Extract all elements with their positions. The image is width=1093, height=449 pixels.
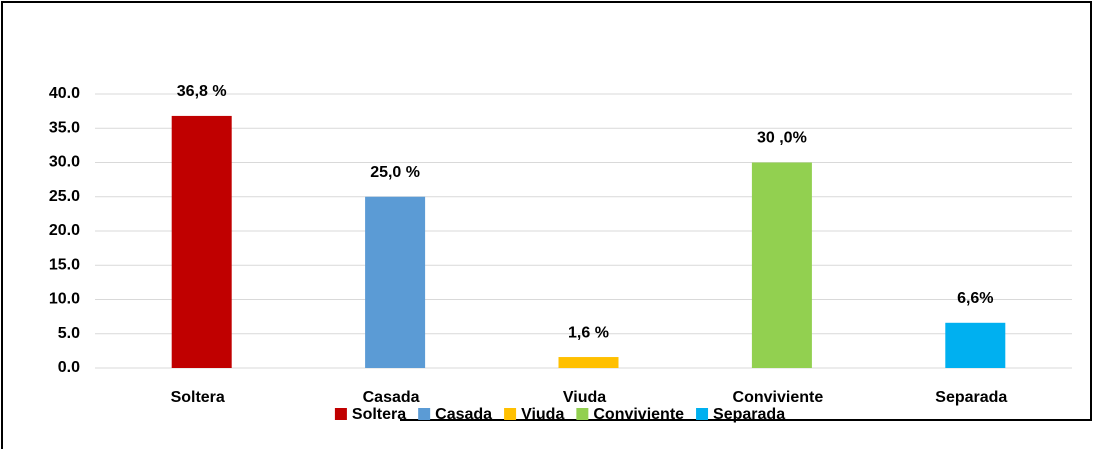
y-tick-label: 5.0 [58, 325, 80, 342]
bar [945, 322, 1006, 368]
y-tick-label: 20.0 [49, 222, 80, 239]
y-tick-label: 15.0 [49, 256, 80, 273]
x-tick-label: Casada [363, 389, 420, 406]
legend-swatch [334, 408, 347, 420]
legend-swatch [576, 408, 589, 420]
x-tick-label: Soltera [171, 389, 225, 406]
y-tick-label: 35.0 [49, 119, 80, 136]
legend-label: Viuda [521, 406, 564, 423]
legend-swatch [418, 408, 431, 420]
value-label: 36,8 % [177, 83, 227, 100]
value-label: 30 ,0% [757, 130, 807, 147]
bar [558, 357, 619, 368]
legend-label: Separada [713, 406, 785, 423]
legend-swatch [696, 408, 709, 420]
y-tick-label: 30.0 [49, 154, 80, 171]
bar [365, 196, 426, 368]
legend-label: Soltera [352, 406, 406, 423]
bar [171, 115, 232, 368]
y-tick-label: 0.0 [58, 359, 80, 376]
y-tick-label: 40.0 [49, 85, 80, 102]
y-tick-label: 10.0 [49, 291, 80, 308]
legend-swatch [504, 408, 517, 420]
x-tick-label: Conviviente [733, 389, 824, 406]
x-tick-label: Separada [935, 389, 1007, 406]
bar [751, 162, 812, 368]
y-tick-label: 25.0 [49, 188, 80, 205]
x-tick-label: Viuda [563, 389, 606, 406]
legend-label: Conviviente [593, 406, 684, 423]
value-label: 6,6% [957, 290, 993, 307]
value-label: 25,0 % [370, 164, 420, 181]
value-label: 1,6 % [568, 324, 609, 341]
legend-label: Casada [435, 406, 492, 423]
